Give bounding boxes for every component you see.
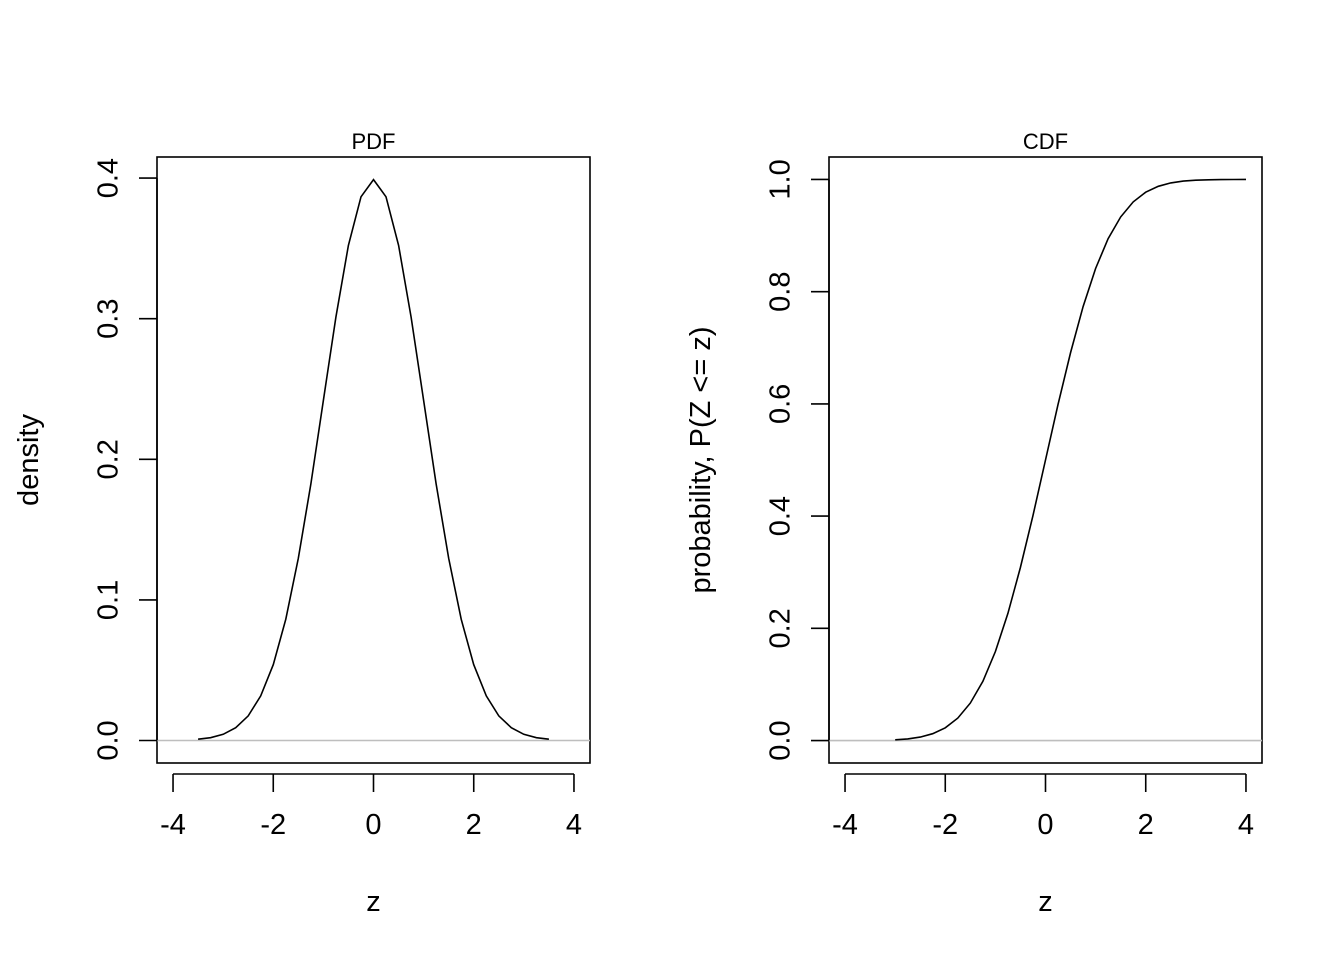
pdf-x-tick-label: -4 xyxy=(160,809,186,841)
cdf-x-tick-label: -4 xyxy=(832,809,858,841)
pdf-x-tick-label: -2 xyxy=(260,809,286,841)
pdf-x-axis-label: z xyxy=(366,886,381,918)
pdf-y-tick-label: 0.4 xyxy=(93,158,125,198)
cdf-curve xyxy=(895,178,1247,741)
pdf-x-tick-label: 0 xyxy=(365,809,381,841)
pdf-y-tick-label: 0.2 xyxy=(93,439,125,479)
cdf-y-tick-label: 0.8 xyxy=(765,272,797,312)
pdf-y-axis-label: density xyxy=(13,414,45,506)
cdf-x-tick-label: 2 xyxy=(1138,809,1154,841)
pdf-title: PDF xyxy=(352,129,396,154)
pdf-x-tick-label: 4 xyxy=(566,809,582,841)
cdf-x-axis-label: z xyxy=(1038,886,1053,918)
pdf-y-tick-label: 0.3 xyxy=(93,299,125,339)
cdf-y-tick-label: 0.0 xyxy=(765,720,797,760)
cdf-y-tick-label: 0.6 xyxy=(765,384,797,424)
cdf-y-tick-label: 0.4 xyxy=(765,496,797,536)
pdf-y-tick-label: 0.0 xyxy=(93,720,125,760)
cdf-x-tick-label: -2 xyxy=(932,809,958,841)
cdf-x-tick-label: 0 xyxy=(1037,809,1053,841)
pdf-plot-frame xyxy=(156,156,591,764)
pdf-curve xyxy=(198,178,549,740)
pdf-panel: PDF -4 -2 0 2 4 z 0.0 0.1 0.2 0.3 0.4 density xyxy=(13,129,591,918)
cdf-y-tick-label: 0.2 xyxy=(765,608,797,648)
pdf-x-tick-label: 2 xyxy=(466,809,482,841)
cdf-y-tick-label: 1.0 xyxy=(765,159,797,199)
cdf-y-axis-label: probability, P(Z <= z) xyxy=(685,326,717,593)
pdf-y-tick-label: 0.1 xyxy=(93,580,125,620)
cdf-panel: CDF -4 -2 0 2 4 z 0.0 0.2 0.4 0.6 0.8 1.0 probability… xyxy=(685,129,1263,918)
cdf-title: CDF xyxy=(1023,129,1068,154)
cdf-x-tick-label: 4 xyxy=(1238,809,1254,841)
